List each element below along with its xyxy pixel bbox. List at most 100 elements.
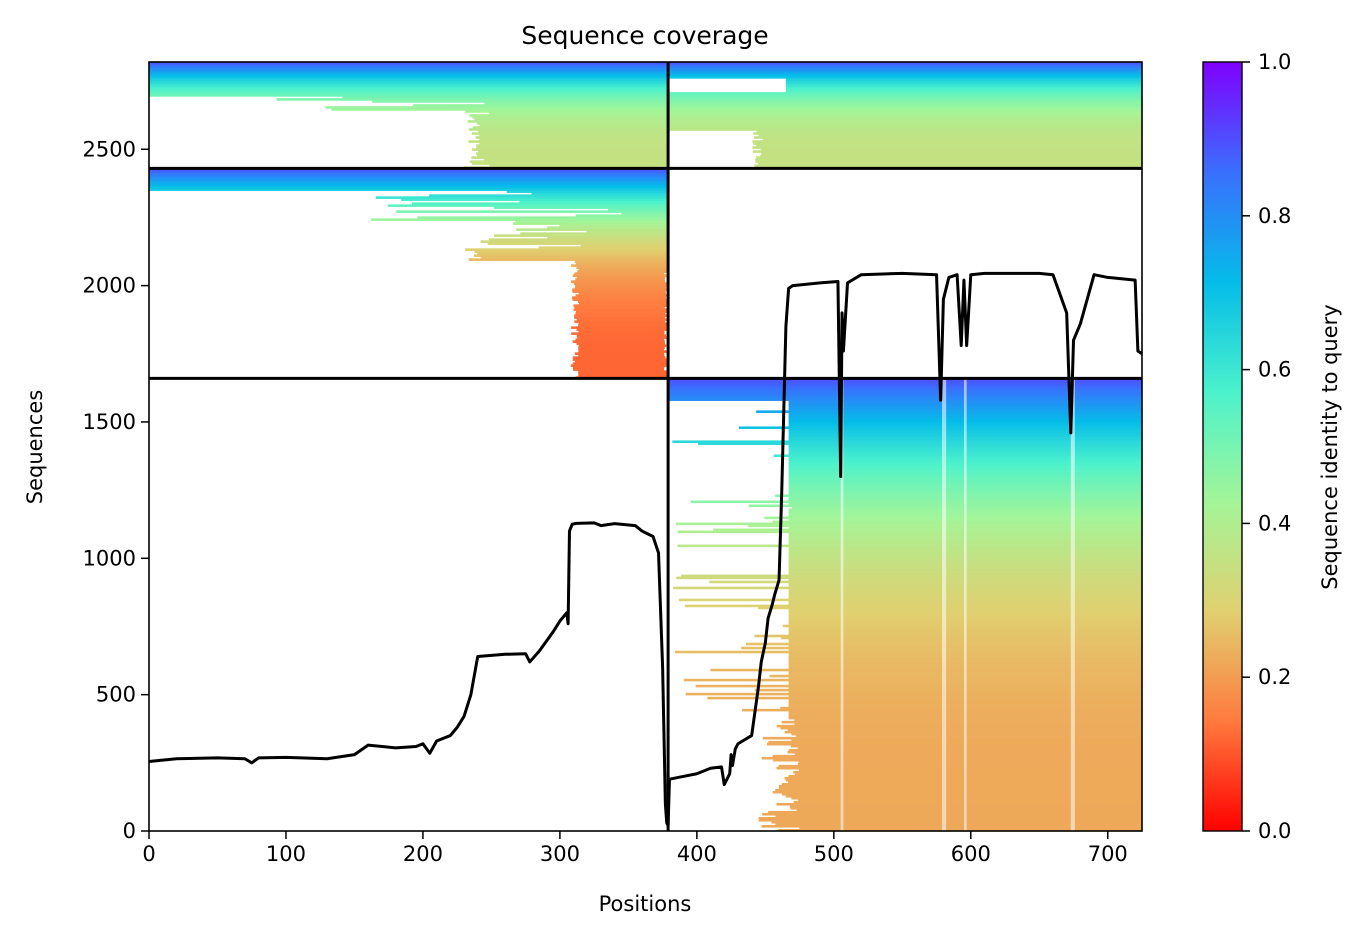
x-tick-label: 200 bbox=[403, 842, 443, 866]
heatmap-row bbox=[476, 122, 669, 125]
heatmap-row bbox=[772, 790, 1142, 794]
heatmap-row bbox=[465, 248, 669, 251]
heatmap-row bbox=[572, 274, 667, 277]
heatmap-row bbox=[573, 282, 668, 285]
heatmap-row bbox=[469, 114, 669, 117]
heatmap-row bbox=[778, 784, 1142, 788]
heatmap-row bbox=[754, 164, 1142, 167]
colorbar-tick-label: 0.4 bbox=[1258, 511, 1291, 535]
heatmap-row bbox=[477, 252, 669, 255]
heatmap-row bbox=[668, 118, 1142, 121]
heatmap-row bbox=[578, 354, 665, 357]
heatmap-row bbox=[772, 754, 1142, 758]
heatmap-row bbox=[576, 342, 666, 345]
heatmap-row bbox=[773, 454, 1142, 458]
heatmap-row bbox=[668, 92, 1142, 95]
heatmap-row bbox=[675, 522, 1142, 526]
x-tick-label: 400 bbox=[677, 842, 717, 866]
heatmap-row bbox=[149, 66, 669, 69]
colorbar-tick-label: 0.6 bbox=[1258, 358, 1291, 382]
heatmap-row bbox=[785, 778, 1142, 782]
heatmap-row bbox=[668, 128, 1142, 131]
plot-frame bbox=[148, 61, 1143, 832]
heatmap-row bbox=[574, 320, 666, 323]
heatmap-row bbox=[768, 740, 1142, 744]
colorbar-ticks: 0.0 0.2 0.4 0.6 0.8 1.0 bbox=[1242, 50, 1291, 843]
heatmap-row bbox=[758, 134, 1142, 137]
heatmap-row bbox=[574, 260, 669, 263]
heatmap-row bbox=[578, 292, 666, 295]
heatmap-row bbox=[479, 134, 669, 137]
heatmap-row bbox=[149, 92, 669, 95]
heatmap-row bbox=[576, 334, 667, 337]
heatmap-row bbox=[472, 126, 669, 129]
heatmap-row bbox=[149, 184, 669, 187]
heatmap-row bbox=[575, 278, 665, 281]
heatmap-row bbox=[576, 266, 668, 269]
coverage-heatmap bbox=[149, 62, 1142, 832]
heatmap-row bbox=[738, 426, 1142, 429]
heatmap-row bbox=[778, 764, 1142, 768]
heatmap-row bbox=[149, 62, 669, 65]
heatmap-row bbox=[149, 88, 669, 91]
heatmap-row bbox=[371, 218, 669, 221]
heatmap-row bbox=[668, 110, 1142, 113]
heatmap-row bbox=[149, 180, 669, 183]
heatmap-row bbox=[480, 240, 669, 243]
x-tick-label: 600 bbox=[951, 842, 991, 866]
heatmap-row bbox=[412, 202, 669, 205]
heatmap-row bbox=[149, 64, 669, 67]
heatmap-row bbox=[668, 384, 1142, 387]
heatmap-row bbox=[752, 146, 1142, 149]
heatmap-row bbox=[478, 130, 669, 133]
heatmap-row bbox=[586, 230, 669, 233]
heatmap-row bbox=[572, 356, 666, 359]
heatmap-row bbox=[488, 238, 669, 241]
heatmap-row bbox=[149, 186, 669, 189]
heatmap-row bbox=[668, 72, 1142, 75]
heatmap-row bbox=[477, 154, 669, 157]
heatmap-row bbox=[668, 66, 1142, 69]
heatmap-row bbox=[572, 358, 668, 361]
heatmap-row bbox=[573, 304, 669, 307]
heatmap-row bbox=[547, 236, 669, 239]
heatmap-row bbox=[794, 752, 1142, 756]
heatmap-row bbox=[741, 646, 1142, 650]
heatmap-row bbox=[471, 156, 669, 159]
x-axis-ticks: 0 100 200 300 400 500 600 700 bbox=[142, 831, 1128, 866]
heatmap-row bbox=[331, 108, 669, 111]
heatmap-row bbox=[276, 98, 669, 101]
heatmap-row bbox=[474, 118, 669, 121]
heatmap-row bbox=[572, 366, 665, 369]
heatmap-row bbox=[709, 580, 1142, 584]
heatmap-row bbox=[574, 352, 664, 355]
heatmap-row bbox=[798, 760, 1142, 764]
heatmap-row bbox=[578, 344, 667, 347]
heatmap-row bbox=[772, 520, 1142, 524]
heatmap-row bbox=[775, 788, 1142, 792]
heatmap-row bbox=[325, 106, 669, 109]
heatmap-row bbox=[575, 310, 668, 313]
heatmap-row bbox=[479, 124, 669, 127]
heatmap-row bbox=[467, 120, 669, 123]
heatmap-row bbox=[713, 528, 1142, 532]
heatmap-row bbox=[668, 398, 1142, 401]
heatmap-row bbox=[673, 586, 1142, 590]
heatmap-row bbox=[668, 94, 1142, 97]
heatmap-row bbox=[761, 152, 1142, 155]
heatmap-row bbox=[571, 280, 666, 283]
heatmap-row bbox=[572, 340, 665, 343]
heatmap-row bbox=[149, 74, 669, 77]
heatmap-row bbox=[547, 226, 669, 229]
heatmap-row bbox=[668, 126, 1142, 129]
heatmap-row bbox=[764, 516, 1142, 520]
heatmap-row bbox=[621, 212, 669, 215]
heatmap-row bbox=[149, 94, 669, 97]
heatmap-row bbox=[571, 326, 668, 329]
heatmap-row bbox=[538, 246, 669, 249]
heatmap-row bbox=[756, 130, 1142, 133]
heatmap-row bbox=[762, 138, 1142, 141]
heatmap-row bbox=[149, 78, 669, 81]
heatmap-row bbox=[375, 196, 669, 199]
